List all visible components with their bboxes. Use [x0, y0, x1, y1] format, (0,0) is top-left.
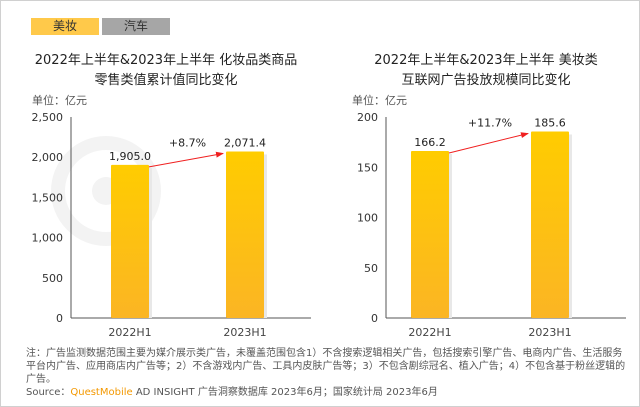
y-tick-label: 150: [357, 161, 378, 174]
bar: [531, 131, 569, 318]
bar: [111, 164, 149, 318]
y-tick-label: 1,500: [32, 191, 64, 204]
y-tick-label: 0: [371, 312, 378, 325]
source: Source：QuestMobile AD INSIGHT 广告洞察数据库 20…: [26, 386, 626, 399]
tab-automobile[interactable]: 汽车: [102, 18, 170, 35]
data-label: 2,071.4: [224, 136, 266, 149]
data-label: 185.6: [534, 116, 566, 129]
data-label: 166.2: [414, 136, 446, 149]
unit-label-left: 单位：亿元: [32, 94, 87, 107]
title-line: 2022年上半年&2023年上半年 美妆类: [374, 53, 598, 68]
chart-title-right: 2022年上半年&2023年上半年 美妆类 互联网广告投放规模同比变化: [336, 51, 636, 91]
watermark-ring: [51, 136, 161, 246]
y-tick-label: 100: [357, 212, 378, 225]
charts: 05001,0001,5002,0002,5001,905.02022H12,0…: [32, 111, 626, 339]
y-tick-label: 200: [357, 111, 378, 124]
growth-arrow: [448, 132, 529, 154]
x-tick-label: 2022H1: [108, 326, 151, 339]
growth-label: +8.7%: [169, 136, 206, 149]
y-tick-label: 1,000: [32, 232, 64, 245]
data-label: 1,905.0: [109, 150, 151, 163]
x-tick-label: 2022H1: [408, 326, 451, 339]
chart-title-left: 2022年上半年&2023年上半年 化妆品类商品 零售类值累计值同比变化: [16, 51, 316, 91]
title-line: 零售类值累计值同比变化: [94, 73, 238, 88]
bar: [411, 150, 449, 318]
growth-label: +11.7%: [468, 116, 512, 129]
source-text: AD INSIGHT 广告洞察数据库 2023年6月；国家统计局 2023年6月: [132, 387, 438, 398]
growth-arrow: [148, 151, 224, 168]
source-brand: QuestMobile: [70, 387, 133, 398]
footnote: 注：广告监测数据范围主要为媒介展示类广告，未覆盖范围包含1）不含搜索逻辑相关广告…: [26, 347, 626, 399]
title-line: 互联网广告投放规模同比变化: [401, 73, 571, 88]
title-line: 2022年上半年&2023年上半年 化妆品类商品: [34, 53, 298, 68]
x-tick-label: 2023H1: [223, 326, 266, 339]
y-tick-label: 2,000: [32, 151, 64, 164]
unit-label-right: 单位：亿元: [352, 94, 407, 107]
source-prefix: Source：: [26, 387, 71, 398]
x-tick-label: 2023H1: [528, 326, 571, 339]
bar: [226, 151, 264, 318]
note-text: 注：广告监测数据范围主要为媒介展示类广告，未覆盖范围包含1）不含搜索逻辑相关广告…: [26, 348, 626, 385]
y-tick-label: 0: [56, 312, 63, 325]
y-tick-label: 2,500: [32, 111, 64, 124]
tab-cosmetics[interactable]: 美妆: [31, 18, 99, 35]
y-tick-label: 50: [364, 262, 378, 275]
y-tick-label: 500: [42, 272, 63, 285]
